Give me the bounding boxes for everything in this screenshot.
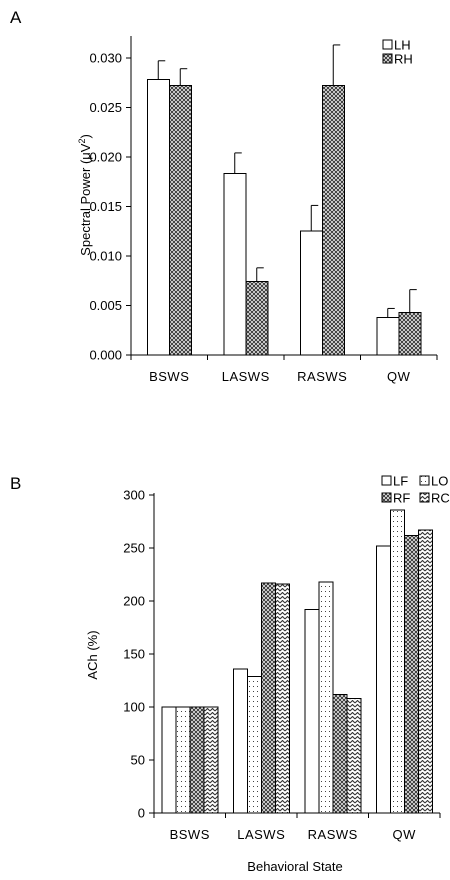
- bar-rf-rasws: [332, 693, 348, 814]
- bar-rf-qw: [403, 534, 419, 814]
- y-tick-label: 100: [123, 700, 145, 715]
- y-tick-label: 0.015: [89, 199, 122, 214]
- y-tick-label: 0.020: [89, 149, 122, 164]
- bar-lh-rasws: [299, 230, 323, 356]
- bar-rf-bsws: [189, 706, 205, 814]
- bar-rh-rasws: [321, 85, 345, 356]
- bar-lo-bsws: [175, 706, 191, 814]
- legend-swatch-lo: [419, 475, 430, 486]
- x-tick-label-lasws: LASWS: [222, 369, 270, 384]
- y-tick-label: 250: [123, 541, 145, 556]
- x-tick-label-bsws: BSWS: [149, 369, 189, 384]
- bar-lf-bsws: [161, 706, 177, 814]
- y-tick-label: 0: [138, 806, 145, 821]
- panel-label-b: B: [10, 474, 21, 493]
- y-tick-label: 0.025: [89, 100, 122, 115]
- bar-rf-lasws: [260, 582, 276, 814]
- y-tick-label: 0.000: [89, 348, 122, 363]
- y-axis-label-a: Spectral Power (μV2): [77, 134, 93, 256]
- chart-panel-b: B ACh (%) Behavioral State 0 50 100 150 200 2…: [10, 474, 450, 875]
- y-tick-label: 300: [123, 488, 145, 503]
- x-axis-label-b: Behavioral State: [247, 859, 342, 874]
- legend-label-rc: RC: [431, 491, 450, 506]
- y-tick-label: 50: [131, 753, 145, 768]
- chart-panel-a: A Spectral Power (μV2) 0.000 0.005 0.010 0.…: [10, 8, 438, 384]
- bar-rh-qw: [398, 311, 422, 356]
- bar-lf-rasws: [304, 608, 320, 814]
- legend-swatch-rh: [382, 53, 393, 64]
- y-tick-label: 0.005: [89, 298, 122, 313]
- y-axis-label-b: ACh (%): [85, 630, 100, 679]
- x-tick-label-qw: QW: [387, 369, 411, 384]
- y-tick-label: 0.030: [89, 50, 122, 65]
- panel-label-a: A: [10, 8, 22, 27]
- legend-label-rh: RH: [394, 52, 413, 67]
- x-tick-label-qw: QW: [393, 827, 417, 842]
- bar-lo-lasws: [246, 675, 262, 814]
- bar-lf-qw: [375, 545, 391, 814]
- legend-swatch-rf: [381, 492, 392, 503]
- legend-label-lo: LO: [431, 474, 448, 489]
- y-tick-label: 150: [123, 647, 145, 662]
- legend-swatch-lh: [382, 39, 393, 50]
- bar-rc-rasws: [346, 698, 362, 814]
- bar-lh-lasws: [223, 173, 247, 356]
- bar-lf-lasws: [232, 668, 248, 814]
- y-tick-label: 0.010: [89, 248, 122, 263]
- bar-rc-qw: [417, 529, 433, 814]
- legend-label-lh: LH: [394, 38, 411, 53]
- legend-swatch-rc: [419, 492, 430, 503]
- bar-lh-qw: [376, 316, 400, 356]
- y-tick-label: 200: [123, 594, 145, 609]
- legend-label-rf: RF: [393, 491, 410, 506]
- bar-lo-qw: [389, 509, 405, 814]
- bar-rc-bsws: [203, 706, 219, 814]
- bar-lh-bsws: [146, 79, 170, 356]
- x-tick-label-rasws: RASWS: [308, 827, 358, 842]
- x-tick-label-rasws: RASWS: [297, 369, 347, 384]
- x-tick-label-lasws: LASWS: [237, 827, 285, 842]
- x-tick-label-bsws: BSWS: [170, 827, 210, 842]
- bar-rh-lasws: [245, 281, 269, 356]
- legend-label-lf: LF: [393, 474, 408, 489]
- bar-rh-bsws: [168, 85, 192, 356]
- legend: LF LO RF RC: [381, 474, 450, 506]
- legend-swatch-lf: [381, 475, 392, 486]
- bar-rc-lasws: [274, 583, 290, 814]
- bar-lo-rasws: [318, 581, 334, 814]
